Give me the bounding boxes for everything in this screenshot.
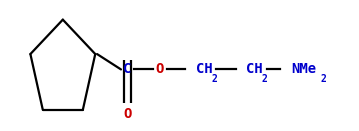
Text: 2: 2 <box>211 74 217 84</box>
Text: 2: 2 <box>320 74 326 84</box>
Text: NMe: NMe <box>291 62 316 76</box>
Text: O: O <box>155 62 164 76</box>
Text: C: C <box>123 62 132 76</box>
Text: 2: 2 <box>262 74 267 84</box>
Text: O: O <box>123 107 132 121</box>
Text: CH: CH <box>196 62 213 76</box>
Text: CH: CH <box>246 62 263 76</box>
